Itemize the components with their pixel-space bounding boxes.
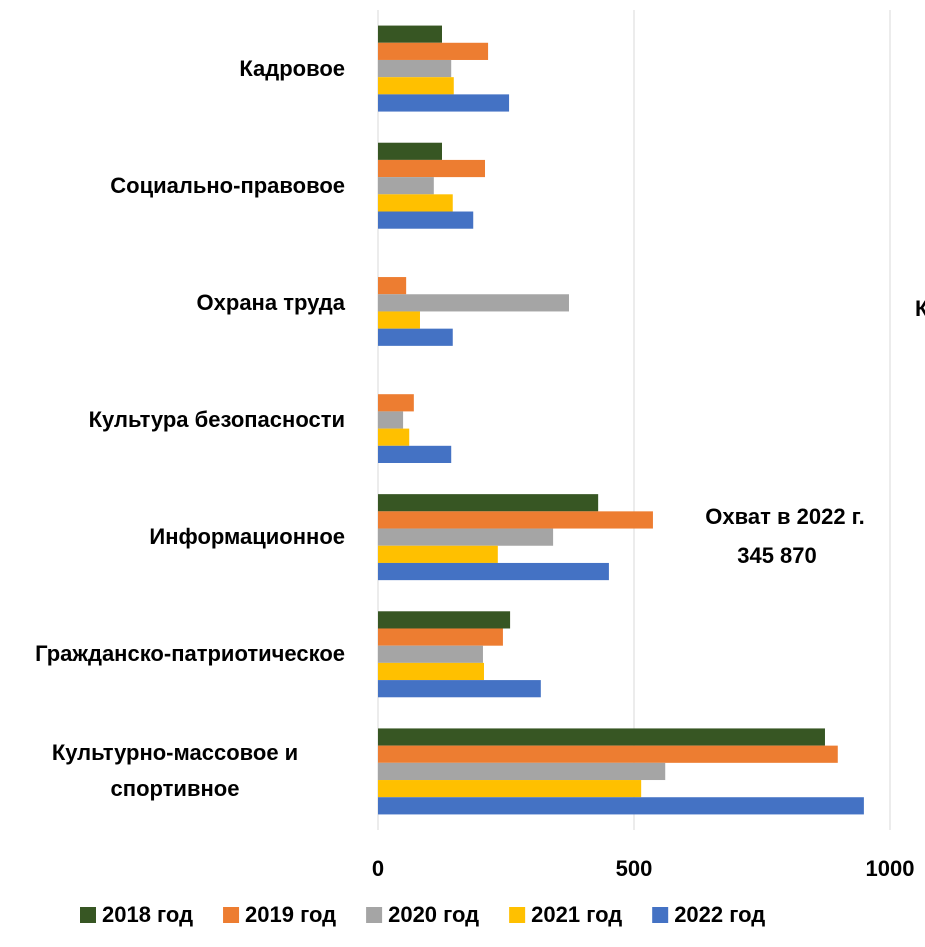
bar <box>378 662 484 681</box>
bar <box>378 142 442 160</box>
bar <box>378 745 838 763</box>
bar <box>378 411 404 429</box>
bar <box>378 194 453 212</box>
bar <box>378 177 434 195</box>
bar <box>378 645 483 663</box>
bar <box>378 277 407 295</box>
y-tick-label: Культурно-массовое и спортивное <box>51 740 299 802</box>
y-tick-label-box: Охрана труда <box>5 285 345 321</box>
x-tick-label: 0 <box>372 856 384 881</box>
y-tick-label: Информационное <box>149 524 345 550</box>
y-tick-label-box: Кадровое <box>5 51 345 87</box>
bar <box>378 159 486 178</box>
bar <box>378 494 599 512</box>
bar <box>378 680 541 698</box>
y-tick-label: Охрана труда <box>196 289 345 315</box>
bar <box>378 428 410 446</box>
y-tick-label-box: Информационное <box>5 519 345 555</box>
y-tick-label-box: Социально-правовое <box>5 168 345 204</box>
bar <box>378 311 420 329</box>
bar <box>378 211 474 229</box>
bar <box>378 59 452 78</box>
legend-swatch <box>509 907 526 923</box>
annotation: 345 870 <box>737 543 817 568</box>
bar <box>378 797 864 815</box>
y-tick-label-box: Культурно-массовое и спортивное <box>5 735 345 807</box>
bar <box>378 445 452 463</box>
annotation: Охват в 2022 г. <box>705 504 864 529</box>
bar <box>378 628 503 646</box>
x-tick-label: 1000 <box>866 856 915 881</box>
legend: 2018 год 2019 год 2020 год 2021 год 2022 год <box>80 902 765 927</box>
legend-label: 2020 год <box>388 902 479 927</box>
legend-swatch <box>223 907 240 923</box>
legend-swatch <box>366 907 383 923</box>
bar <box>378 42 489 60</box>
y-tick-label: Гражданско-патриотическое <box>35 641 345 667</box>
bar <box>378 328 453 346</box>
bar <box>378 762 666 781</box>
bar <box>378 562 609 581</box>
bar <box>378 780 642 798</box>
bar <box>378 77 454 95</box>
y-tick-label-box: Культура безопасности <box>5 402 345 438</box>
legend-swatch <box>80 907 96 923</box>
legend-label: 2018 год <box>102 902 193 927</box>
bar <box>378 528 554 546</box>
bar <box>378 94 510 112</box>
bar <box>378 545 498 563</box>
bar <box>378 394 414 412</box>
bar <box>378 25 442 43</box>
annotation: К <box>915 296 925 321</box>
x-tick-label: 500 <box>616 856 653 881</box>
bar <box>378 511 653 529</box>
legend-label: 2021 год <box>531 902 622 927</box>
bar <box>378 294 569 312</box>
bar <box>378 728 825 746</box>
y-tick-label: Культура безопасности <box>88 407 345 432</box>
y-tick-label: Кадровое <box>239 55 345 81</box>
legend-label: 2022 год <box>674 902 765 927</box>
legend-label: 2019 год <box>245 902 336 927</box>
legend-swatch <box>652 907 669 923</box>
bar <box>378 611 511 629</box>
y-tick-label: Социально-правовое <box>110 172 345 198</box>
y-tick-label-box: Гражданско-патриотическое <box>5 636 345 672</box>
